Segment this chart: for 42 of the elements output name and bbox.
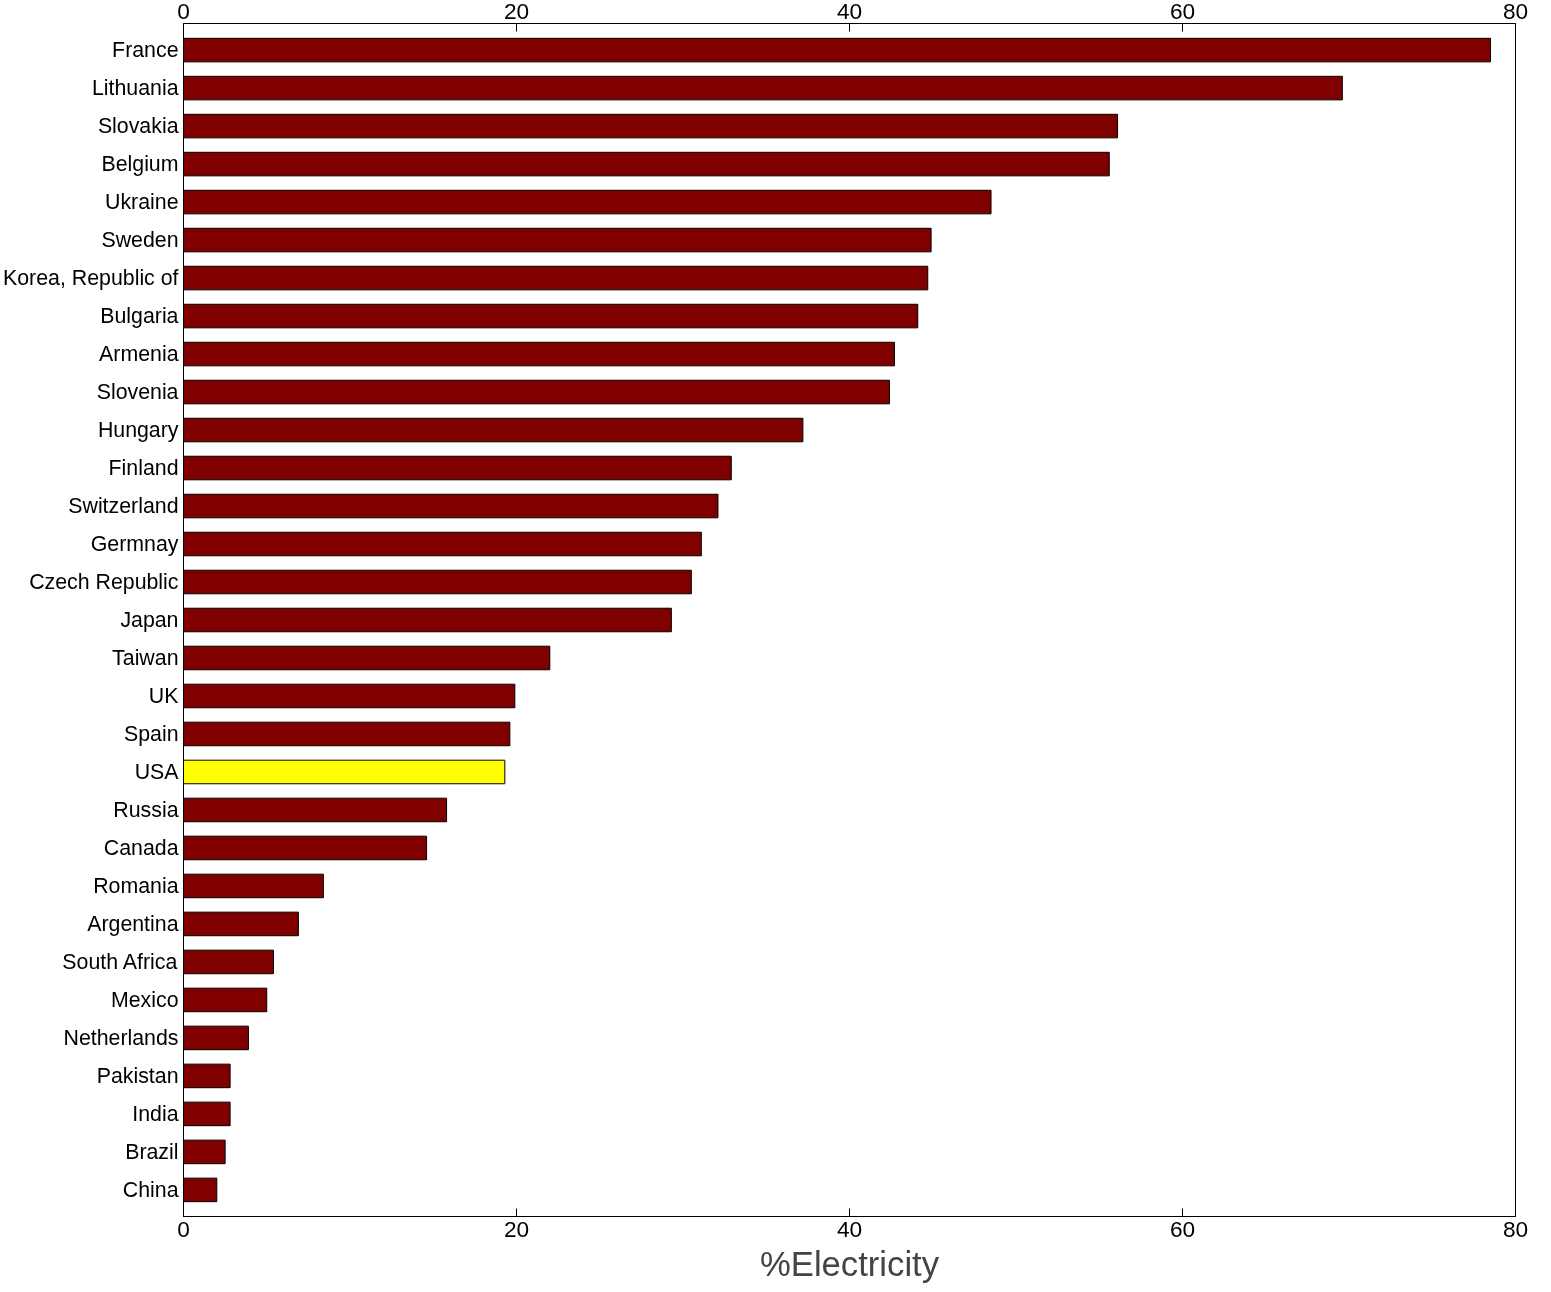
y-tick-label: Hungary bbox=[97, 418, 179, 443]
x2-tick-label: 60 bbox=[1169, 0, 1196, 24]
y-tick-label: Slovenia bbox=[96, 380, 179, 405]
y-tick-label: Brazil bbox=[125, 1139, 179, 1164]
y-tick-label: Sweden bbox=[101, 228, 179, 253]
y-tick-label: Czech Republic bbox=[29, 570, 179, 595]
y-tick-label: Korea, Republic of bbox=[3, 266, 179, 291]
x-tick-label: 0 bbox=[177, 1215, 190, 1242]
y-tick-label: China bbox=[122, 1177, 179, 1202]
y-tick-label: Bulgaria bbox=[100, 304, 179, 329]
y-tick-label: Taiwan bbox=[112, 645, 179, 670]
y-tick-label: Japan bbox=[120, 608, 179, 632]
y-tick-label: Belgium bbox=[101, 152, 179, 177]
y-tick-label: Pakistan bbox=[96, 1063, 179, 1088]
y-tick-label: Switzerland bbox=[68, 494, 179, 519]
x2-tick-label: 20 bbox=[503, 0, 530, 24]
y-tick-label: Spain bbox=[123, 721, 179, 746]
y-tick-label: UK bbox=[148, 683, 179, 708]
y-tick-label: Mexico bbox=[110, 987, 179, 1012]
y-tick-label: France bbox=[112, 38, 179, 63]
y-tick-label: USA bbox=[134, 759, 180, 784]
x-tick-label: 40 bbox=[836, 1215, 863, 1242]
y-tick-label: Ukraine bbox=[105, 190, 179, 215]
y-tick-label: India bbox=[132, 1101, 179, 1126]
y-tick-label: Germnay bbox=[90, 532, 179, 557]
y-tick-label: Russia bbox=[113, 797, 179, 822]
y-tick-label: Slovakia bbox=[97, 114, 179, 139]
y-tick-label: Netherlands bbox=[63, 1025, 179, 1050]
y-tick-label: South Africa bbox=[62, 949, 178, 974]
x2-tick-label: 40 bbox=[836, 0, 863, 24]
x-tick-label: 60 bbox=[1169, 1215, 1196, 1242]
y-tick-label: Finland bbox=[108, 456, 179, 481]
y-tick-label: Lithuania bbox=[91, 76, 179, 101]
x-axis-title: %Electricity bbox=[759, 1244, 940, 1283]
y-tick-label: Romania bbox=[93, 873, 179, 898]
x2-tick-label: 0 bbox=[177, 0, 190, 24]
x-tick-label: 80 bbox=[1502, 1215, 1529, 1242]
y-tick-label: Canada bbox=[103, 835, 179, 860]
x2-tick-label: 80 bbox=[1502, 0, 1529, 24]
x-tick-label: 20 bbox=[503, 1215, 530, 1242]
y-tick-label: Argentina bbox=[87, 911, 179, 936]
y-tick-label: Armenia bbox=[99, 342, 179, 367]
